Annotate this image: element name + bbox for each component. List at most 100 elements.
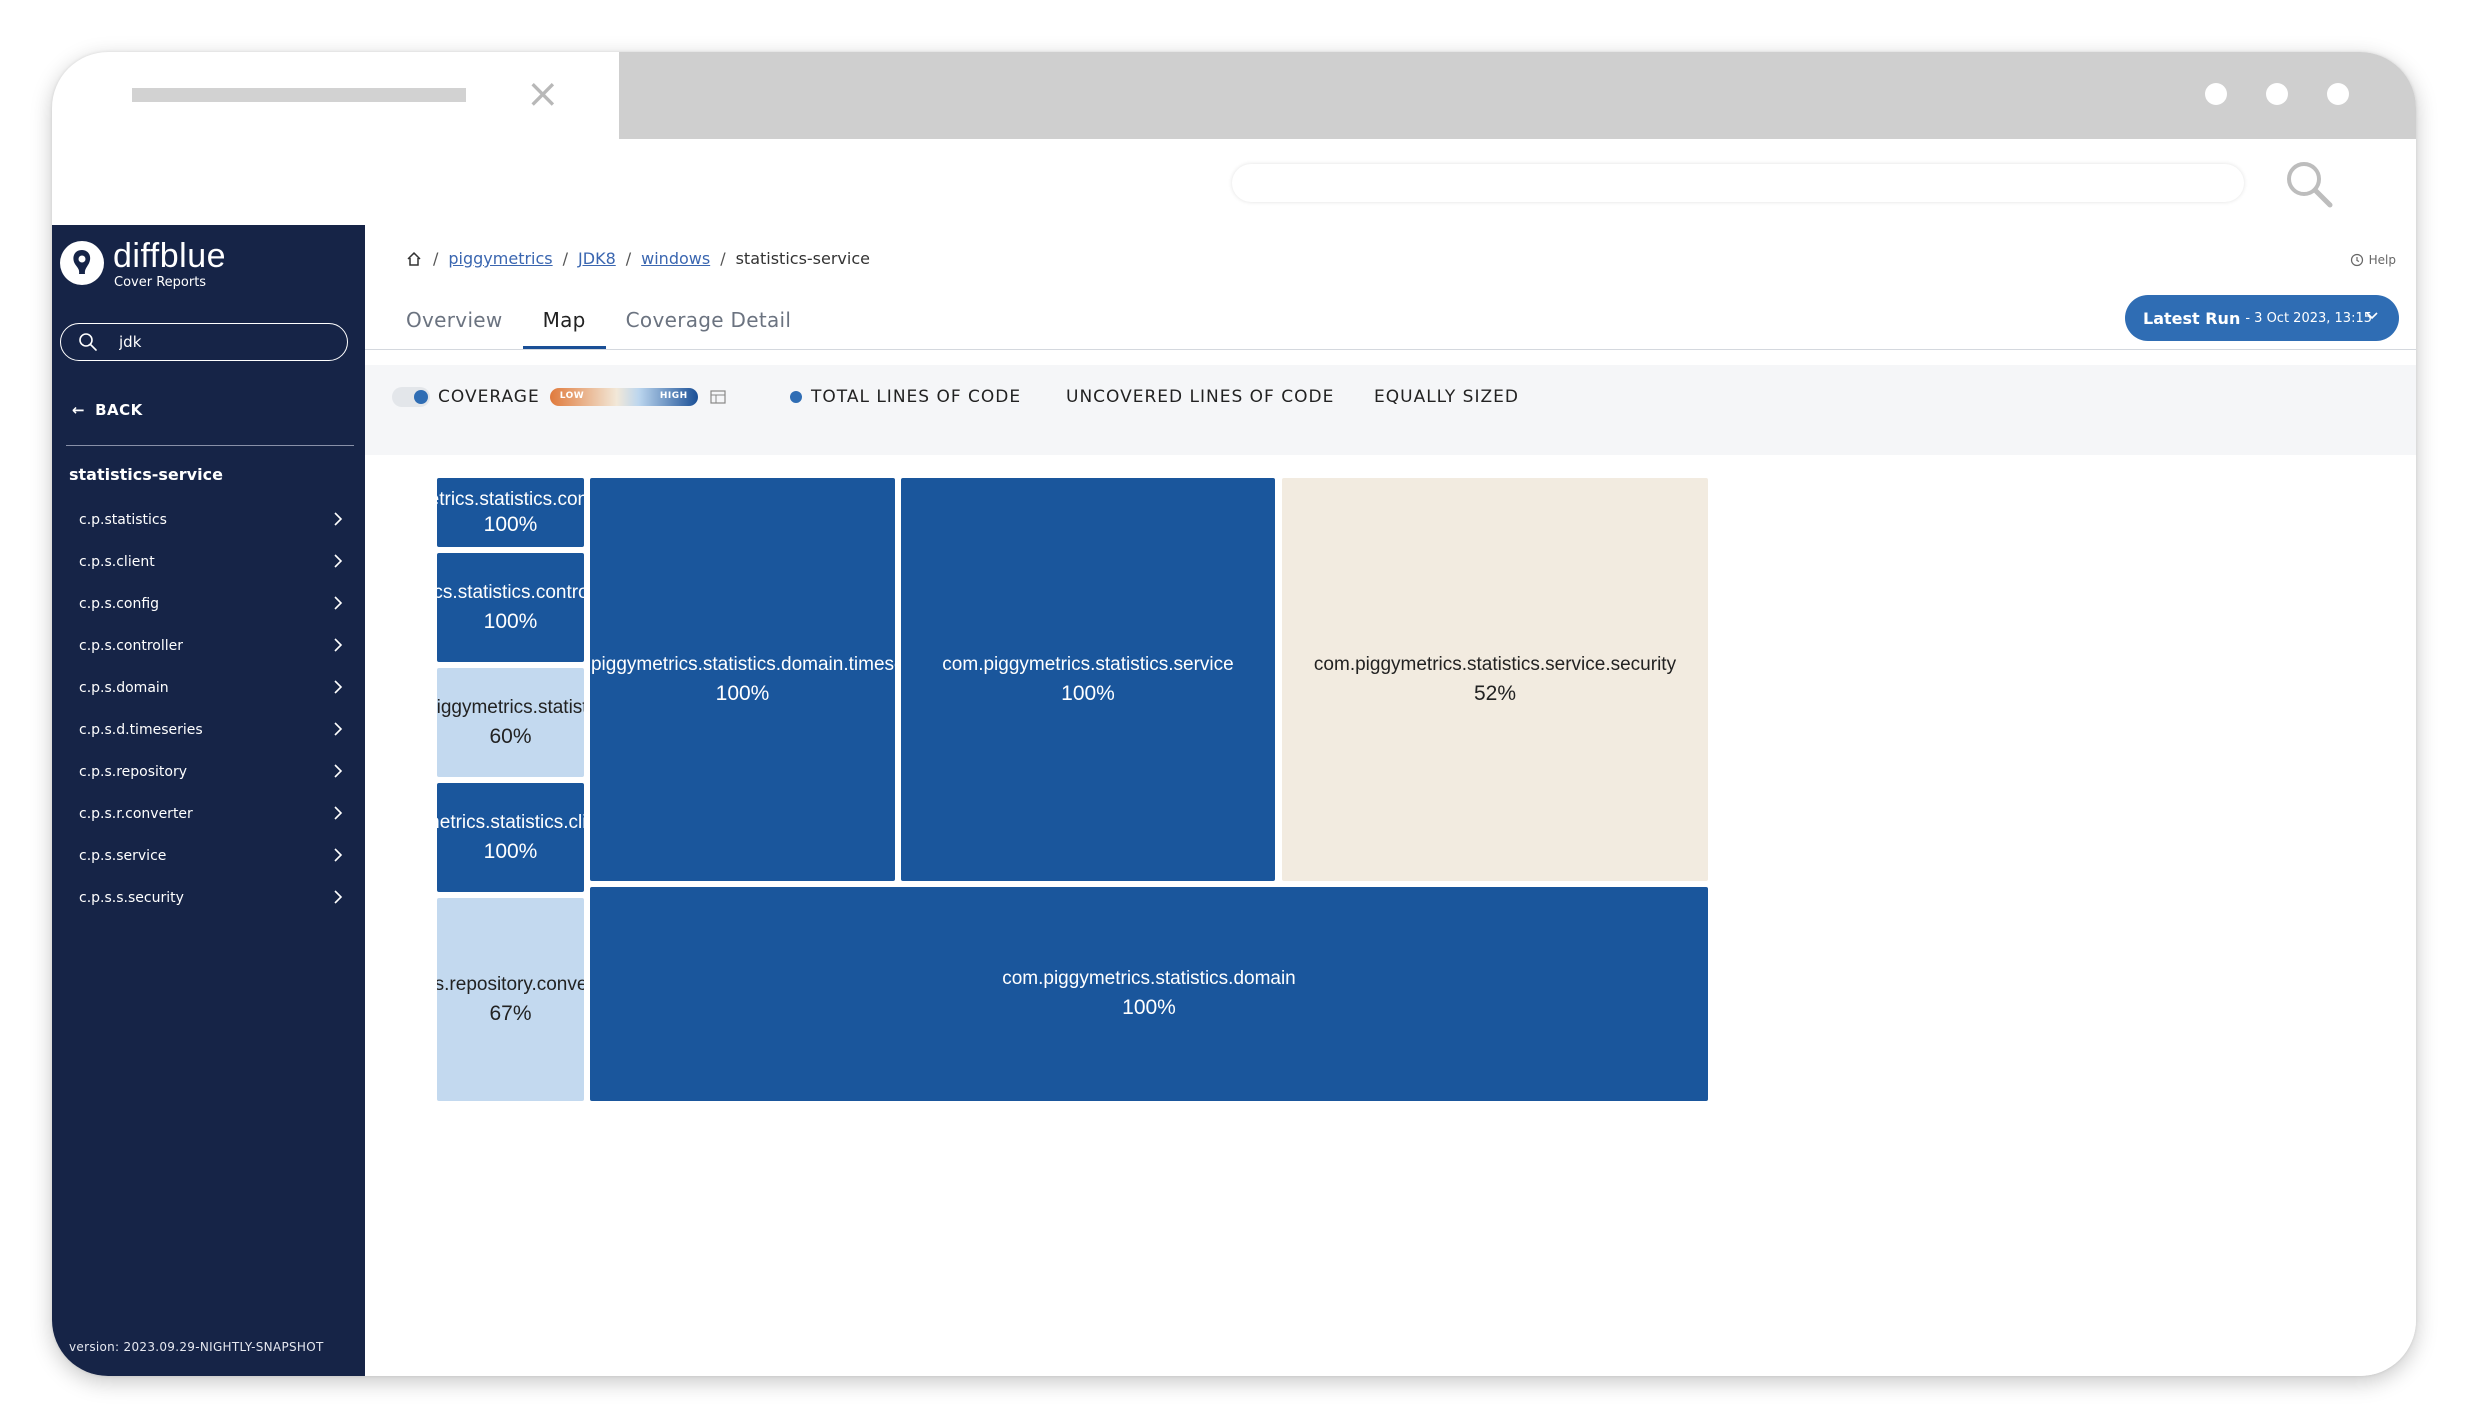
- sidebar-search[interactable]: [60, 323, 348, 361]
- chevron-right-icon: [334, 680, 343, 694]
- back-label: BACK: [95, 401, 143, 419]
- tab-coverage-detail[interactable]: Coverage Detail: [625, 308, 792, 332]
- coverage-toggle-switch[interactable]: [392, 387, 430, 407]
- window-control-dot[interactable]: [2327, 83, 2349, 105]
- browser-tab-title-placeholder: [132, 88, 466, 102]
- sidebar: diffblue Cover Reports ‹ ←BACK statistic…: [52, 225, 375, 1376]
- sidebar-item[interactable]: c.p.s.controller: [52, 626, 365, 668]
- sidebar-item[interactable]: c.p.s.s.security: [52, 878, 365, 920]
- diffblue-logo-icon: [60, 241, 104, 285]
- sidebar-item[interactable]: c.p.s.repository: [52, 752, 365, 794]
- chevron-right-icon: [334, 512, 343, 526]
- sidebar-item-label: c.p.s.d.timeseries: [79, 722, 203, 738]
- back-button[interactable]: ← BACK: [72, 401, 143, 419]
- breadcrumb-separator: /: [720, 249, 726, 268]
- breadcrumb-link[interactable]: windows: [641, 249, 711, 268]
- sidebar-item[interactable]: c.p.s.service: [52, 836, 365, 878]
- sidebar-item-label: c.p.s.client: [79, 554, 155, 570]
- package-list: c.p.statistics c.p.s.client c.p.s.config…: [52, 500, 365, 920]
- chevron-right-icon: [334, 848, 343, 862]
- chevron-right-icon: [334, 806, 343, 820]
- sidebar-divider: [66, 445, 354, 446]
- search-icon: [79, 333, 97, 351]
- sidebar-item-label: c.p.s.r.converter: [79, 806, 193, 822]
- latest-run-dropdown[interactable]: Latest Run - 3 Oct 2023, 13:15: [2125, 295, 2399, 341]
- tab-overview[interactable]: Overview: [406, 308, 503, 332]
- help-link[interactable]: Help: [2350, 253, 2396, 267]
- chevron-right-icon: [334, 722, 343, 736]
- tile-coverage: 100%: [483, 609, 538, 633]
- legend-settings-icon[interactable]: [710, 390, 726, 404]
- chevron-right-icon: [334, 554, 343, 568]
- treemap-tile[interactable]: com.piggymetrics.statistics.service 100%: [901, 478, 1275, 881]
- close-tab-icon[interactable]: ×: [526, 71, 560, 117]
- sidebar-item-label: c.p.s.s.security: [79, 890, 184, 906]
- help-label: Help: [2368, 253, 2396, 267]
- tile-name: com.piggymetrics.statistics.domain.times…: [590, 653, 895, 675]
- tile-coverage: 67%: [489, 1001, 532, 1025]
- sidebar-item[interactable]: c.p.s.config: [52, 584, 365, 626]
- treemap-tile[interactable]: ...etrics.statistics.config 100%: [437, 478, 584, 547]
- home-icon[interactable]: [405, 250, 423, 268]
- breadcrumb-separator: /: [433, 249, 439, 268]
- coverage-label: COVERAGE: [438, 387, 540, 407]
- breadcrumb: / piggymetrics / JDK8 / windows / statis…: [405, 249, 870, 268]
- chevron-right-icon: [334, 638, 343, 652]
- address-field[interactable]: [1232, 164, 2244, 202]
- main-content: / piggymetrics / JDK8 / windows / statis…: [365, 225, 2416, 1376]
- treemap-tile[interactable]: com.piggymetrics.statistics.service.secu…: [1282, 478, 1708, 881]
- chevron-right-icon: [334, 764, 343, 778]
- total-lines-label: TOTAL LINES OF CODE: [811, 387, 1022, 407]
- tile-name: com.piggymetrics.statistics.domain: [1002, 968, 1296, 989]
- breadcrumb-link[interactable]: JDK8: [578, 249, 616, 268]
- window-control-dot[interactable]: [2205, 83, 2227, 105]
- treemap-tile[interactable]: com.piggymetrics.statistics.domain 100%: [590, 887, 1708, 1101]
- breadcrumb-link[interactable]: piggymetrics: [448, 249, 553, 268]
- tile-name: ...piggymetrics.statistics: [437, 696, 584, 718]
- tile-coverage: 60%: [489, 724, 532, 748]
- sidebar-search-input[interactable]: [119, 330, 329, 354]
- sidebar-item[interactable]: c.p.s.client: [52, 542, 365, 584]
- treemap-tile[interactable]: ...rics.statistics.controller 100%: [437, 553, 584, 662]
- tile-coverage: 100%: [483, 512, 538, 536]
- coverage-toggle[interactable]: COVERAGE LOW HIGH: [392, 387, 726, 407]
- treemap-tile[interactable]: com.piggymetrics.statistics.domain.times…: [590, 478, 895, 881]
- tile-coverage: 100%: [1061, 681, 1115, 705]
- total-lines-option[interactable]: TOTAL LINES OF CODE: [790, 387, 1021, 407]
- tile-name: ...ics.repository.converter: [437, 973, 584, 995]
- sidebar-item[interactable]: c.p.s.d.timeseries: [52, 710, 365, 752]
- sidebar-item-label: c.p.s.controller: [79, 638, 184, 654]
- tabs-divider: [365, 349, 2416, 350]
- sidebar-item[interactable]: c.p.s.r.converter: [52, 794, 365, 836]
- sidebar-heading: statistics-service: [69, 465, 223, 484]
- breadcrumb-current: statistics-service: [735, 249, 870, 268]
- browser-tab-strip: ×: [52, 52, 2416, 139]
- browser-url-bar: [52, 139, 2416, 225]
- breadcrumb-separator: /: [562, 249, 569, 268]
- browser-tab[interactable]: ×: [52, 52, 619, 139]
- equally-sized-option[interactable]: EQUALLY SIZED: [1353, 387, 1519, 407]
- treemap-tile[interactable]: ...piggymetrics.statistics 60%: [437, 668, 584, 777]
- sidebar-item-label: c.p.s.repository: [79, 764, 188, 780]
- treemap-tile[interactable]: ...ics.repository.converter 67%: [437, 898, 584, 1101]
- sidebar-item-label: c.p.s.domain: [79, 680, 169, 696]
- search-icon[interactable]: [2282, 157, 2336, 211]
- tile-name: ...rics.statistics.controller: [437, 581, 584, 603]
- window-control-dot[interactable]: [2266, 83, 2288, 105]
- sidebar-item[interactable]: c.p.s.domain: [52, 668, 365, 710]
- tab-map[interactable]: Map: [522, 305, 606, 349]
- low-label: LOW: [559, 391, 585, 401]
- treemap-tile[interactable]: ...metrics.statistics.client 100%: [437, 783, 584, 892]
- uncovered-lines-option[interactable]: UNCOVERED LINES OF CODE: [1045, 387, 1334, 407]
- coverage-gradient-legend: LOW HIGH: [549, 388, 698, 406]
- sidebar-item-label: c.p.statistics: [79, 512, 167, 528]
- chevron-right-icon: [334, 890, 343, 904]
- latest-run-label: Latest Run: [2143, 308, 2241, 328]
- radio-selected-icon: [790, 391, 802, 403]
- brand-subtitle: Cover Reports: [114, 275, 207, 290]
- brand-name: diffblue: [113, 237, 227, 275]
- sidebar-item[interactable]: c.p.statistics: [52, 500, 365, 542]
- uncovered-lines-label: UNCOVERED LINES OF CODE: [1066, 387, 1335, 407]
- latest-run-date: - 3 Oct 2023, 13:15: [2245, 310, 2372, 326]
- sidebar-item-label: c.p.s.service: [79, 848, 167, 864]
